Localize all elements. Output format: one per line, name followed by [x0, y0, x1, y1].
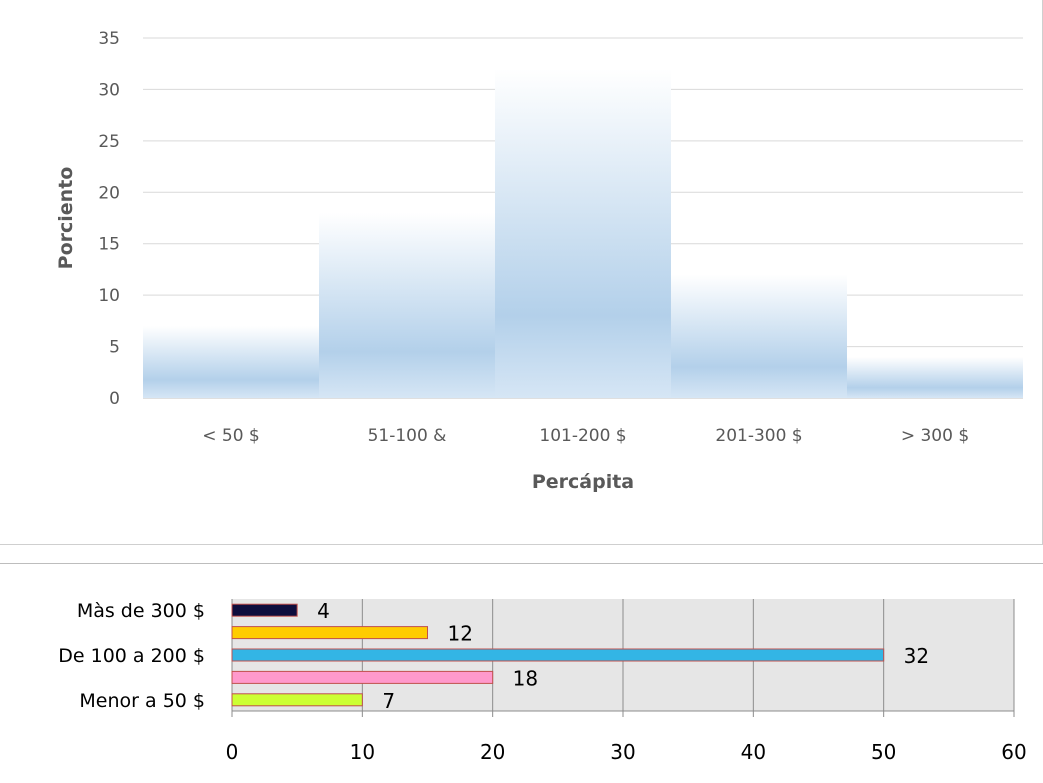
x-tick-label: < 50 $ — [202, 426, 260, 446]
histogram-bar — [847, 356, 1023, 398]
y-tick-label: 30 — [98, 80, 120, 100]
data-label: 4 — [317, 599, 330, 623]
data-label: 7 — [382, 689, 395, 713]
x-tick-label: 50 — [871, 740, 896, 764]
x-axis-title: Percápita — [532, 471, 634, 493]
category-label: De 100 a 200 $ — [58, 645, 205, 667]
x-tick-label: 20 — [480, 740, 505, 764]
x-tick-label: 101-200 $ — [539, 426, 626, 446]
horizontal-bar — [231, 670, 494, 684]
horizontal-bar-chart: 7 18 32 12 4 Menor a 50 $ De 100 a 200 $ Màs d… — [58, 599, 1027, 764]
y-tick-label: 20 — [98, 183, 120, 203]
horizontal-bar — [231, 626, 428, 640]
x-tick-label: 51-100 & — [368, 426, 447, 446]
y-tick-label: 25 — [98, 132, 120, 152]
histogram-bar — [671, 274, 847, 398]
x-tick-label: 201-300 $ — [715, 426, 802, 446]
horizontal-bar — [231, 648, 885, 662]
category-label: Màs de 300 $ — [77, 600, 205, 622]
x-tick-label: 10 — [350, 740, 375, 764]
histogram-chart: 0 5 10 15 20 25 30 35 < 50 $ 51-100 & 101-200 $ 20… — [55, 29, 1023, 493]
x-tick-label: 0 — [226, 740, 239, 764]
category-label: Menor a 50 $ — [79, 690, 205, 712]
y-tick-label: 0 — [109, 389, 120, 409]
histogram-bar — [319, 212, 495, 398]
y-tick-label: 35 — [98, 29, 120, 49]
x-tick-label: 40 — [741, 740, 766, 764]
histogram-bar — [495, 68, 671, 398]
x-tick-label: > 300 $ — [901, 426, 969, 446]
horizontal-bar — [231, 693, 363, 707]
horizontal-bar — [231, 603, 298, 617]
y-axis-title: Porciento — [55, 167, 77, 270]
y-tick-label: 10 — [98, 286, 120, 306]
data-label: 18 — [513, 666, 538, 690]
histogram-panel: 0 5 10 15 20 25 30 35 < 50 $ 51-100 & 101-200 $ 20… — [0, 0, 1043, 545]
horizontal-bar-panel: 7 18 32 12 4 Menor a 50 $ De 100 a 200 $ Màs d… — [0, 563, 1043, 778]
x-tick-label: 60 — [1001, 740, 1026, 764]
y-tick-label: 5 — [109, 338, 120, 358]
y-tick-label: 15 — [98, 235, 120, 255]
x-tick-label: 30 — [610, 740, 635, 764]
data-label: 32 — [904, 644, 929, 668]
histogram-bar — [143, 326, 319, 398]
data-label: 12 — [448, 622, 473, 646]
